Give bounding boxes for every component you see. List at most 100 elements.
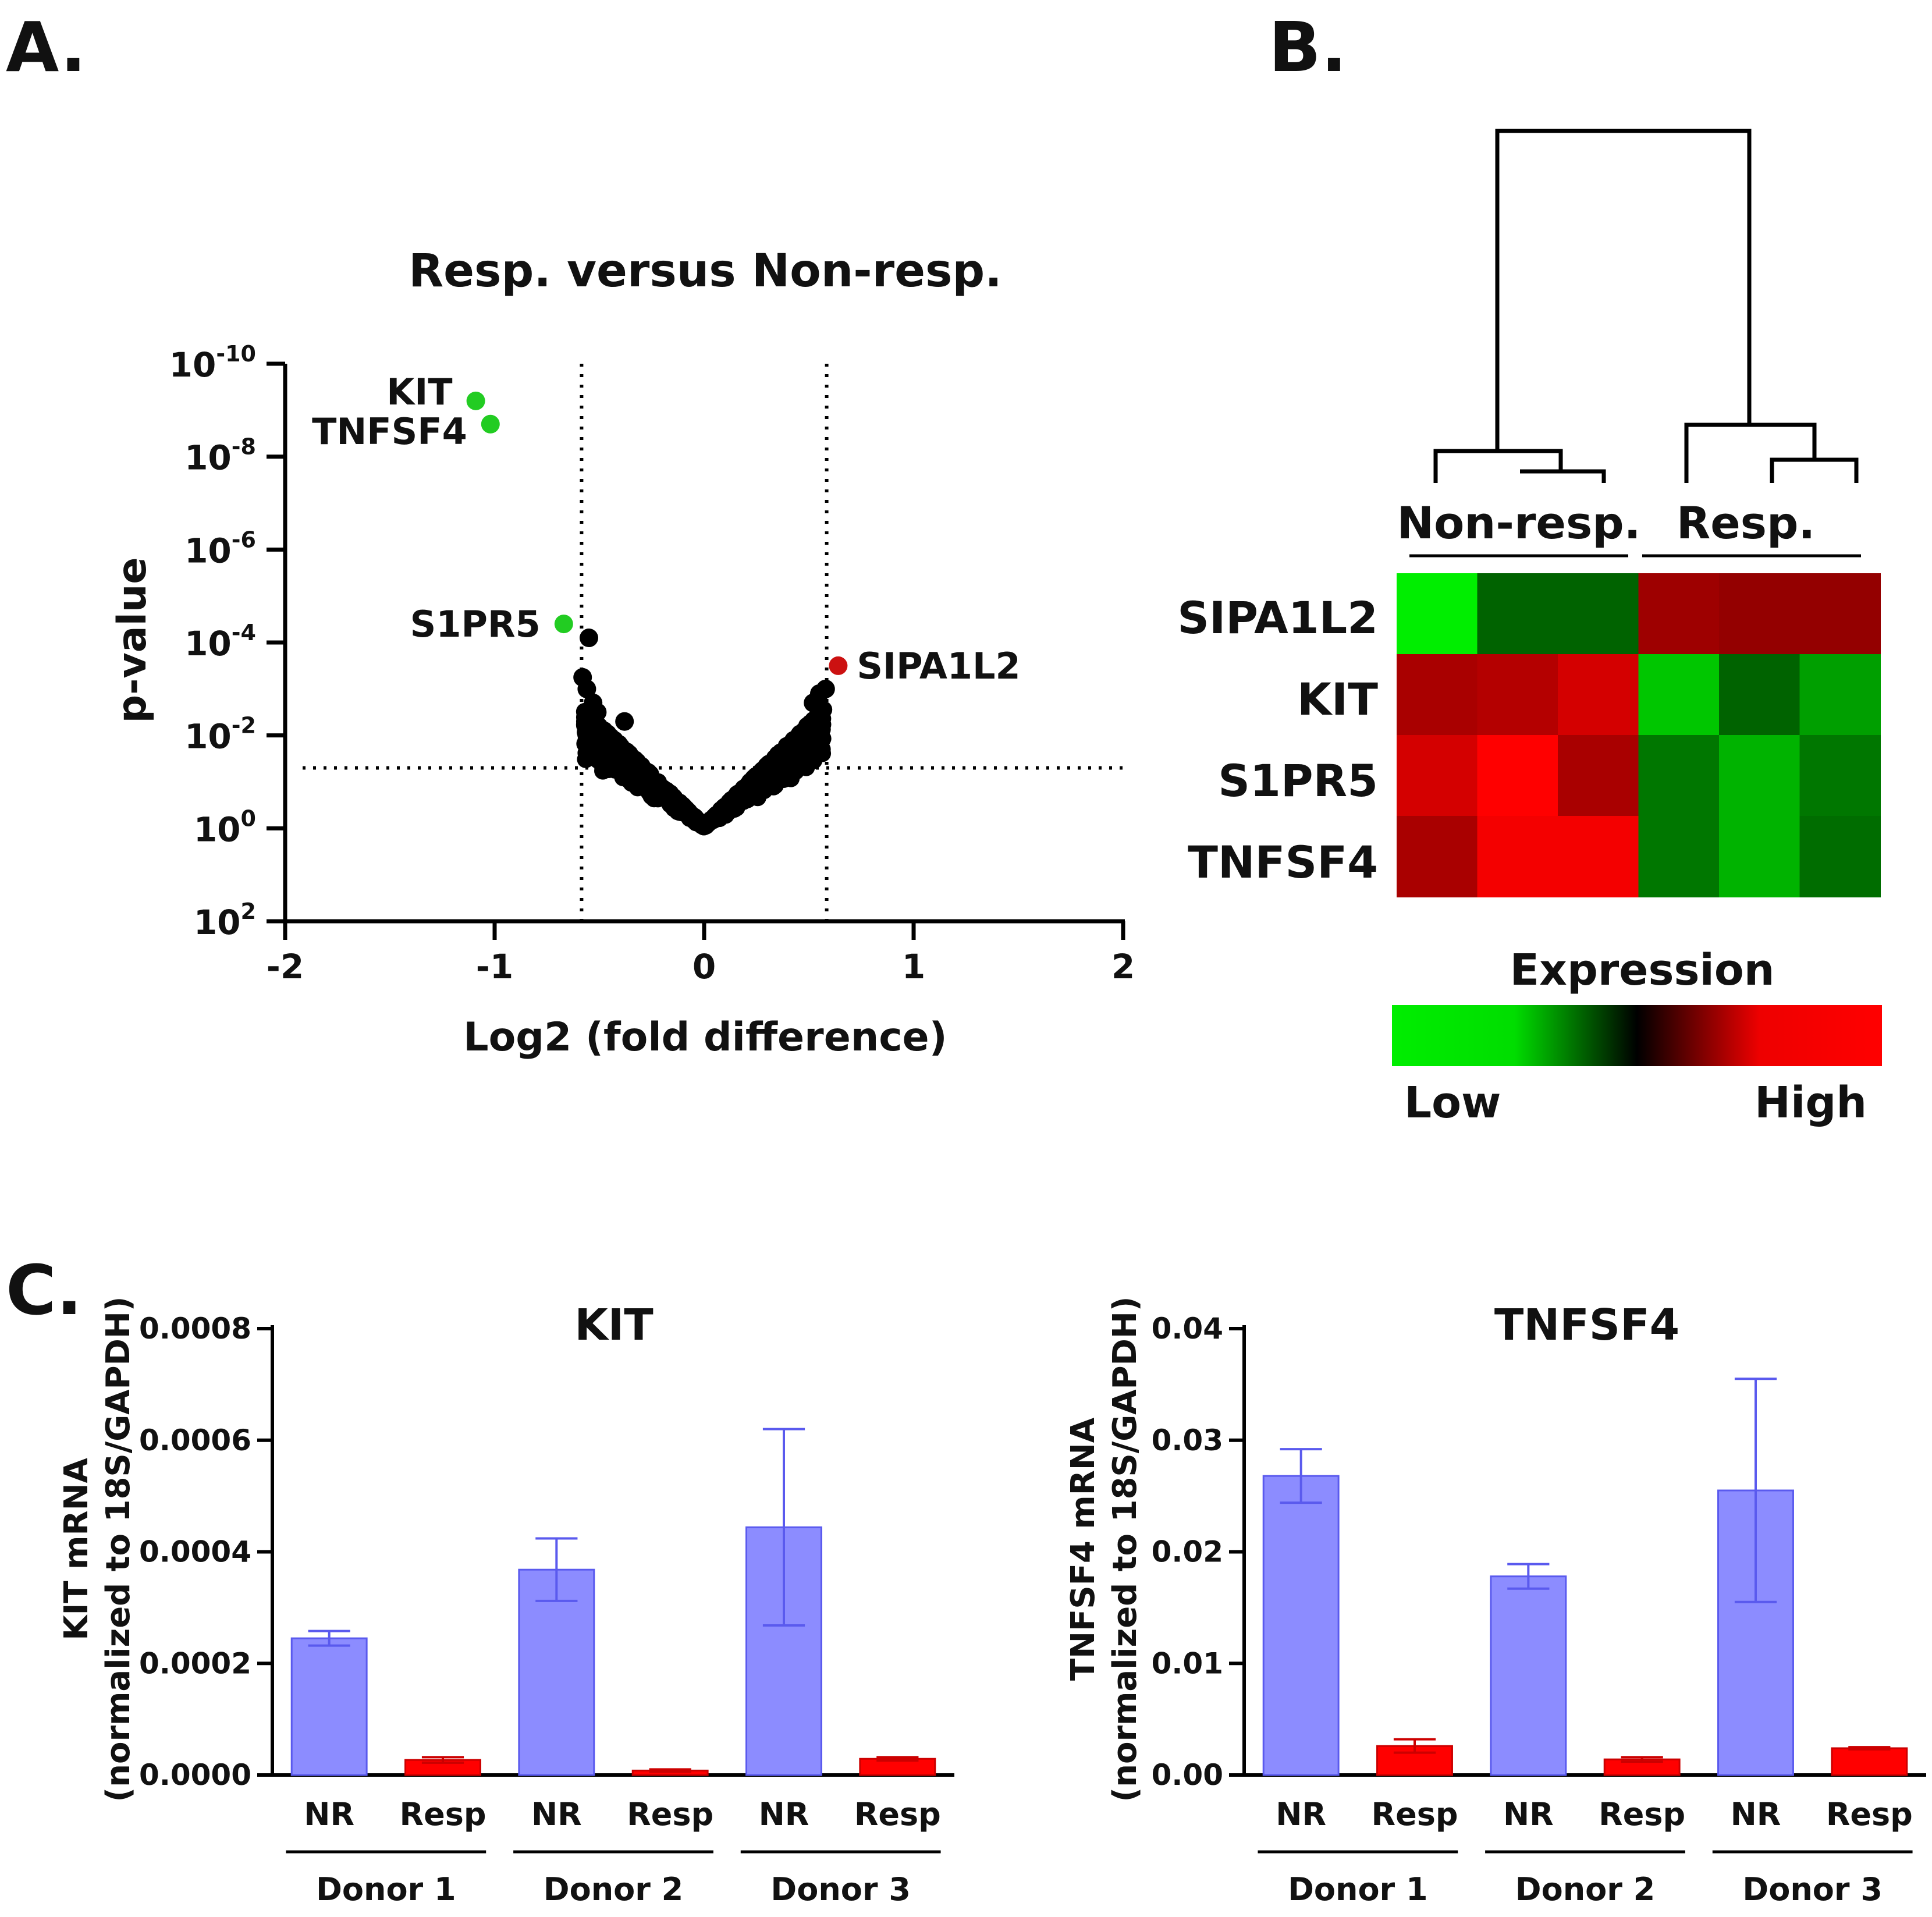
gene-point [816,679,835,698]
gene-point [784,731,802,749]
error-bar [762,1428,805,1627]
y-tick-base: 10 [184,624,232,663]
heatmap-cell [1397,816,1478,897]
error-bar [1848,1746,1891,1751]
y-tick-label: 10-6 [184,527,256,570]
heatmap-cell [1397,573,1478,655]
error-bar [876,1756,919,1762]
bar [290,1637,368,1776]
y-tick-label: 100 [194,805,256,849]
gene-point [576,712,594,730]
bar-category-label: Resp [1371,1796,1458,1833]
heatmap-cell [1638,654,1720,736]
heatmap-cell [1638,735,1720,816]
heatmap-cell [1719,735,1800,816]
row-label-kit: KIT [1297,673,1378,725]
bar-y-tick-label: 0.04 [1152,1312,1223,1346]
legend-title: Expression [1510,945,1775,995]
y-tick-exponent: -4 [232,620,256,645]
gene-point-tnfsf4 [481,414,500,434]
gene-point-kit [466,391,485,410]
tnfsf4-y-label-line1: TNFSF4 mRNA [1064,1417,1102,1681]
volcano-bulk-points [576,701,833,836]
bar [1490,1575,1567,1776]
x-tick-label: -2 [267,947,304,986]
gene-label-kit: KIT [386,371,452,413]
y-tick-label: 10-10 [169,341,256,385]
bar-category-label: NR [1503,1796,1554,1833]
volcano-title: Resp. versus Non-resp. [409,245,1002,297]
bar [1262,1475,1340,1776]
y-tick-exponent: 2 [241,899,256,924]
heatmap-cell [1799,735,1881,816]
bar-category-label: Resp [399,1796,486,1833]
donor-label: Donor 1 [1288,1871,1427,1908]
bar-category-label: NR [531,1796,582,1833]
panel-label-c: C. [6,1250,82,1330]
y-tick-base: 10 [169,345,216,385]
gene-point [580,629,598,648]
bar-category-label: NR [1276,1796,1326,1833]
y-tick-exponent: -10 [216,341,256,367]
y-tick-base: 10 [184,717,232,757]
gene-point [666,790,684,808]
bar-y-tick-label: 0.0006 [139,1423,251,1457]
volcano-y-label: p-value [109,558,155,723]
heatmap-cell [1799,654,1881,736]
bar-y-tick-label: 0.0004 [139,1535,251,1569]
y-tick-exponent: -8 [232,434,256,460]
tnfsf4-chart-title: TNFSF4 [1494,1300,1679,1350]
heatmap-cell [1719,654,1800,736]
x-tick-label: -1 [476,947,513,986]
y-tick-base: 10 [184,531,232,570]
heatmap-cell [1477,816,1558,897]
donor-label: Donor 2 [1515,1871,1655,1908]
gene-point [775,745,793,763]
gene-point [753,780,771,798]
heatmap-cell [1477,654,1558,736]
gene-point [627,758,645,776]
heatmap-cell [1558,735,1639,816]
expression-color-bar [1392,1005,1882,1066]
heatmap-cell [1397,654,1478,736]
heatmap-cell [1638,573,1720,655]
error-bar [1734,1378,1777,1603]
error-bar [308,1630,350,1647]
error-bar [535,1537,578,1602]
bar-category-label: Resp [1599,1796,1685,1833]
gene-point [599,725,617,743]
heatmap-cell [1799,573,1881,655]
group-label-resp: Resp. [1677,497,1816,549]
panel-label-a: A. [6,7,86,87]
heatmap-cell [1397,735,1478,816]
heatmap-cell [1558,654,1639,736]
bar-y-tick-label: 0.0002 [139,1646,251,1680]
y-tick-label: 10-2 [184,713,256,757]
heatmap-cell [1719,573,1800,655]
bar-category-label: Resp [854,1796,941,1833]
heatmap-cell [1638,816,1720,897]
gene-point [755,763,773,781]
y-tick-exponent: 0 [241,805,256,831]
gene-label-sipa1l2: SIPA1L2 [857,645,1020,687]
y-tick-label: 10-8 [184,434,256,478]
x-tick-label: 1 [902,947,925,986]
y-tick-base: 10 [184,438,232,478]
bar-y-tick-label: 0.0008 [139,1312,251,1346]
kit-chart-title: KIT [574,1300,654,1350]
row-label-tnfsf4: TNFSF4 [1188,836,1378,888]
gene-point [615,751,633,769]
error-bar [1393,1738,1436,1754]
panel-label-b: B. [1269,7,1347,87]
heatmap-cell [1558,816,1639,897]
error-bar [1280,1448,1322,1504]
x-tick-label: 2 [1111,947,1135,986]
gene-label-tnfsf4: TNFSF4 [312,410,467,453]
gene-point [577,679,596,698]
volcano-x-label: Log2 (fold difference) [463,1014,947,1060]
volcano-x-ticks: -2 -1 0 1 2 [267,921,1135,986]
volcano-thresholds [303,364,1123,921]
kit-bar-chart: KIT KIT mRNA (normalized to 18S/GAPDH) 0… [58,1297,954,1908]
